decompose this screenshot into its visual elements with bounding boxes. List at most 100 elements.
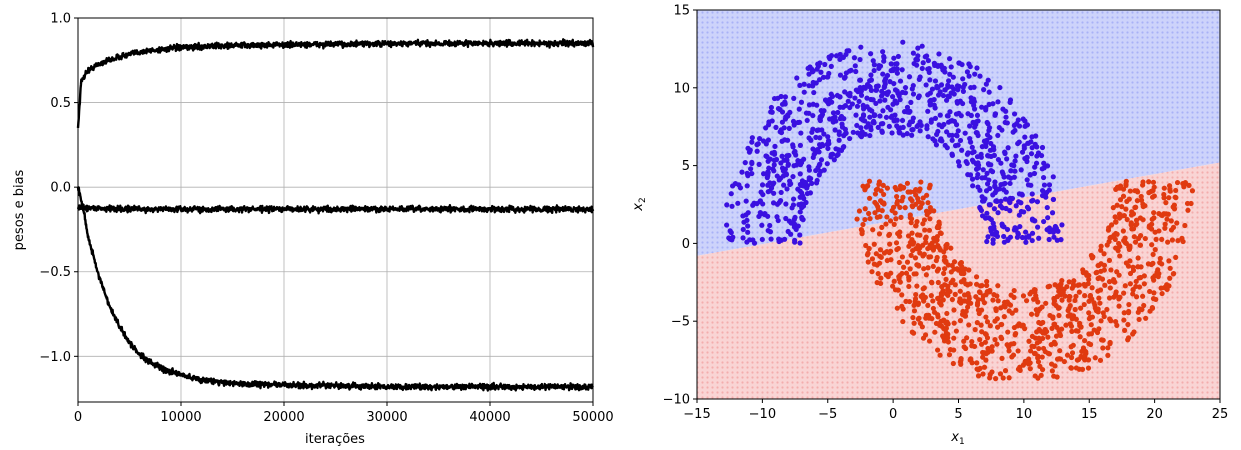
c2-point-lower — [866, 245, 872, 252]
c2-point-upper — [979, 104, 985, 110]
c2-point-upper — [810, 146, 816, 152]
c2-point-lower — [860, 221, 866, 228]
c2-point-lower — [1104, 306, 1110, 313]
c2-point-upper — [767, 222, 773, 229]
c2-point-lower — [1189, 188, 1196, 194]
c2-point-lower — [1150, 260, 1156, 266]
c2-point-lower — [921, 266, 927, 272]
c2-point-lower — [925, 265, 931, 271]
c2-point-lower — [1121, 290, 1127, 296]
c2-point-lower — [973, 274, 980, 280]
c2-point-lower — [1051, 373, 1057, 379]
c2-point-lower — [1162, 225, 1168, 231]
c2-point-lower — [923, 272, 929, 278]
c2-point-lower — [1086, 310, 1092, 316]
c2-point-upper — [919, 65, 925, 72]
c2-point-upper — [790, 142, 796, 148]
c2-point-lower — [1033, 307, 1039, 313]
c2-point-upper — [955, 128, 961, 134]
c2-point-lower — [1150, 251, 1156, 258]
c2-point-lower — [881, 191, 887, 198]
c2-point-lower — [1151, 184, 1157, 190]
c2-point-upper — [984, 181, 991, 187]
c2-point-lower — [997, 371, 1004, 377]
c2-point-upper — [1023, 239, 1029, 245]
c2-point-upper — [740, 235, 746, 241]
c2-point-lower — [896, 233, 903, 239]
c2-point-upper — [860, 113, 867, 119]
c1-series-line — [76, 186, 594, 392]
c2-point-upper — [970, 183, 976, 189]
c2-point-upper — [1011, 227, 1017, 233]
c2-point-lower — [951, 335, 957, 341]
c2-point-upper — [1026, 234, 1032, 240]
c2-point-lower — [856, 208, 863, 214]
c2-point-lower — [1135, 309, 1141, 315]
c2-point-upper — [904, 109, 911, 115]
c2-point-upper — [899, 117, 906, 124]
c2-point-upper — [964, 69, 971, 75]
c2-point-upper — [773, 156, 780, 163]
c2-point-upper — [969, 144, 975, 150]
c2-point-upper — [992, 179, 998, 185]
c2-point-lower — [1159, 290, 1165, 297]
c2-point-upper — [1001, 187, 1007, 193]
c2-point-upper — [813, 80, 819, 86]
c2-point-upper — [789, 205, 795, 211]
c2-point-upper — [1021, 209, 1027, 215]
c2-point-upper — [1019, 234, 1026, 241]
c2-point-lower — [1114, 269, 1120, 275]
c2-point-lower — [1073, 293, 1079, 299]
c2-point-lower — [1076, 289, 1082, 295]
c2-point-upper — [993, 198, 1000, 204]
c2-point-lower — [967, 281, 973, 287]
c2-point-lower — [957, 318, 964, 324]
c2-point-upper — [801, 81, 807, 87]
c2-y-tick-label: 15 — [673, 4, 690, 19]
c2-point-upper — [739, 169, 745, 175]
c2-point-upper — [889, 130, 895, 136]
c2-point-lower — [887, 241, 893, 247]
c2-point-upper — [975, 184, 981, 190]
c2-point-lower — [1141, 281, 1147, 287]
c2-point-upper — [871, 118, 877, 124]
c2-point-upper — [785, 113, 791, 119]
c2-point-upper — [899, 67, 905, 73]
c2-point-lower — [1051, 321, 1058, 327]
c1-x-ticks: 0 10000 20000 30000 40000 50000 — [74, 402, 614, 425]
c2-point-lower — [906, 274, 912, 280]
c2-point-upper — [911, 60, 917, 67]
c2-point-lower — [965, 304, 971, 310]
c2-point-lower — [937, 352, 943, 358]
c2-point-lower — [1057, 348, 1063, 354]
c2-point-lower — [1149, 221, 1155, 227]
c2-point-lower — [1068, 354, 1075, 361]
c2-point-lower — [1098, 337, 1105, 343]
c2-point-upper — [906, 74, 913, 80]
c2-point-lower — [958, 260, 964, 266]
c2-point-upper — [1003, 108, 1009, 114]
c2-point-upper — [1017, 223, 1023, 230]
c2-point-upper — [774, 173, 780, 179]
c2-point-upper — [803, 110, 810, 116]
c2-point-lower — [1082, 293, 1088, 299]
c2-point-upper — [992, 111, 999, 117]
c2-point-lower — [947, 346, 954, 353]
c2-point-lower — [862, 206, 868, 212]
c2-point-upper — [978, 151, 984, 157]
c2-point-upper — [979, 194, 985, 200]
c2-point-lower — [897, 204, 903, 211]
c2-point-upper — [942, 142, 948, 148]
c2-point-lower — [909, 329, 915, 335]
c2-point-upper — [1041, 182, 1048, 188]
c2-point-upper — [1015, 230, 1021, 236]
c2-point-lower — [1171, 270, 1177, 277]
c2-point-lower — [1055, 284, 1061, 290]
c2-point-upper — [858, 134, 865, 140]
c2-point-upper — [936, 51, 942, 57]
c2-point-lower — [1121, 317, 1127, 323]
c2-point-lower — [1173, 195, 1179, 201]
c2-point-lower — [1066, 297, 1072, 303]
c2-point-lower — [920, 221, 926, 227]
c2-point-upper — [974, 130, 980, 136]
